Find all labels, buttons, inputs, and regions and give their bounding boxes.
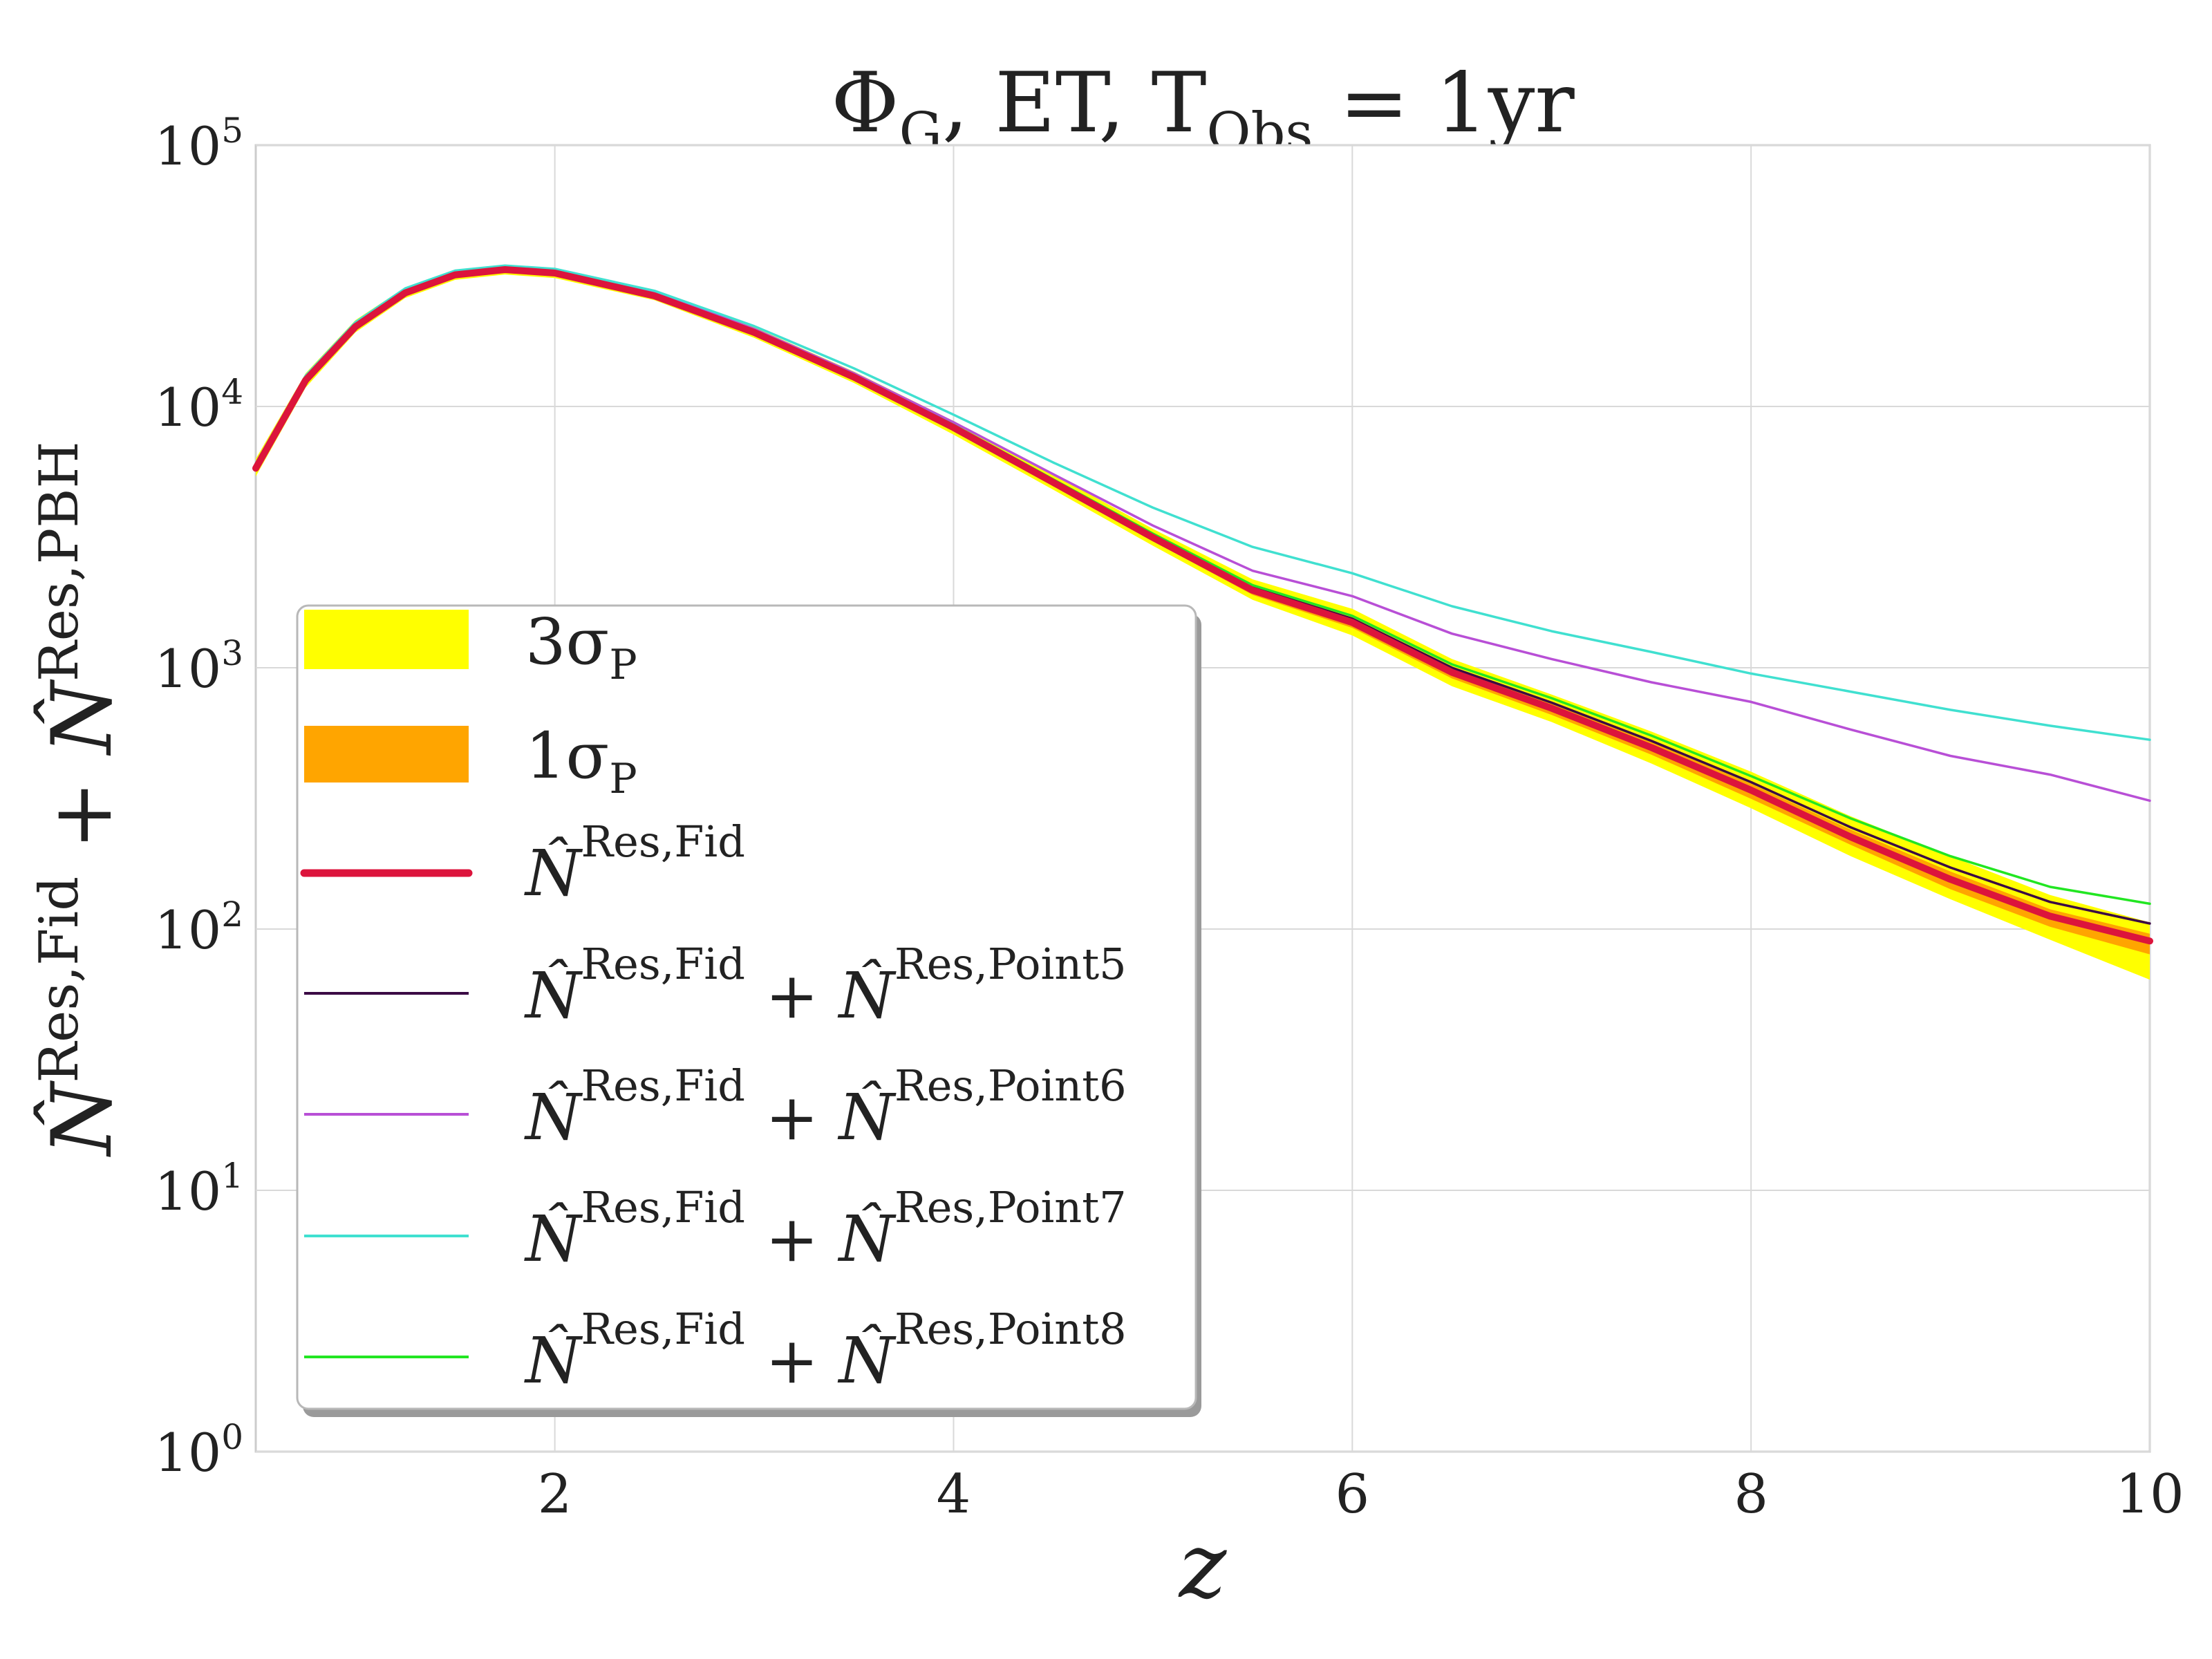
x-tick-label: 6 [1335,1463,1369,1526]
legend-swatch-1sigma [304,726,469,782]
y-tick-label: 104 [154,372,243,438]
y-tick-label: 100 [154,1417,243,1483]
legend-label-point8: N̂Res,Fid + N̂Res,Point8 [524,1304,1127,1398]
legend-label-3sigma: 3σP [525,605,637,689]
y-tick-label: 102 [154,894,243,961]
series-lines [252,264,2153,945]
y-axis-label: N̂Res,Fid + N̂Res,PBH [28,441,131,1157]
x-tick-labels: 2 4 6 8 10 [538,1463,2184,1526]
y-tick-label: 105 [154,111,243,177]
x-tick-label: 4 [937,1463,971,1526]
y-tick-labels: 100 101 102 103 104 105 [154,111,243,1483]
legend-label-point6: N̂Res,Fid + N̂Res,Point6 [524,1060,1127,1154]
legend-label-1sigma: 1σP [525,719,637,803]
legend-swatch-3sigma [304,610,469,669]
line-fid [252,266,2153,945]
y-tick-label: 101 [154,1156,243,1222]
legend-label-point5: N̂Res,Fid + N̂Res,Point5 [524,939,1127,1033]
x-tick-label: 2 [538,1463,572,1526]
y-tick-label: 103 [154,633,243,700]
legend-label-point7: N̂Res,Fid + N̂Res,Point7 [524,1182,1127,1276]
x-tick-label: 10 [2115,1463,2184,1526]
legend: 3σP 1σP N̂Res,Fid N̂Res,Fid + N̂Res,Poin… [296,604,1201,1417]
x-tick-label: 8 [1734,1463,1768,1526]
x-axis-label: z [1178,1513,1228,1618]
legend-box [296,604,1197,1410]
legend-label-fid: N̂Res,Fid [524,816,745,910]
line-point7 [254,264,2151,741]
